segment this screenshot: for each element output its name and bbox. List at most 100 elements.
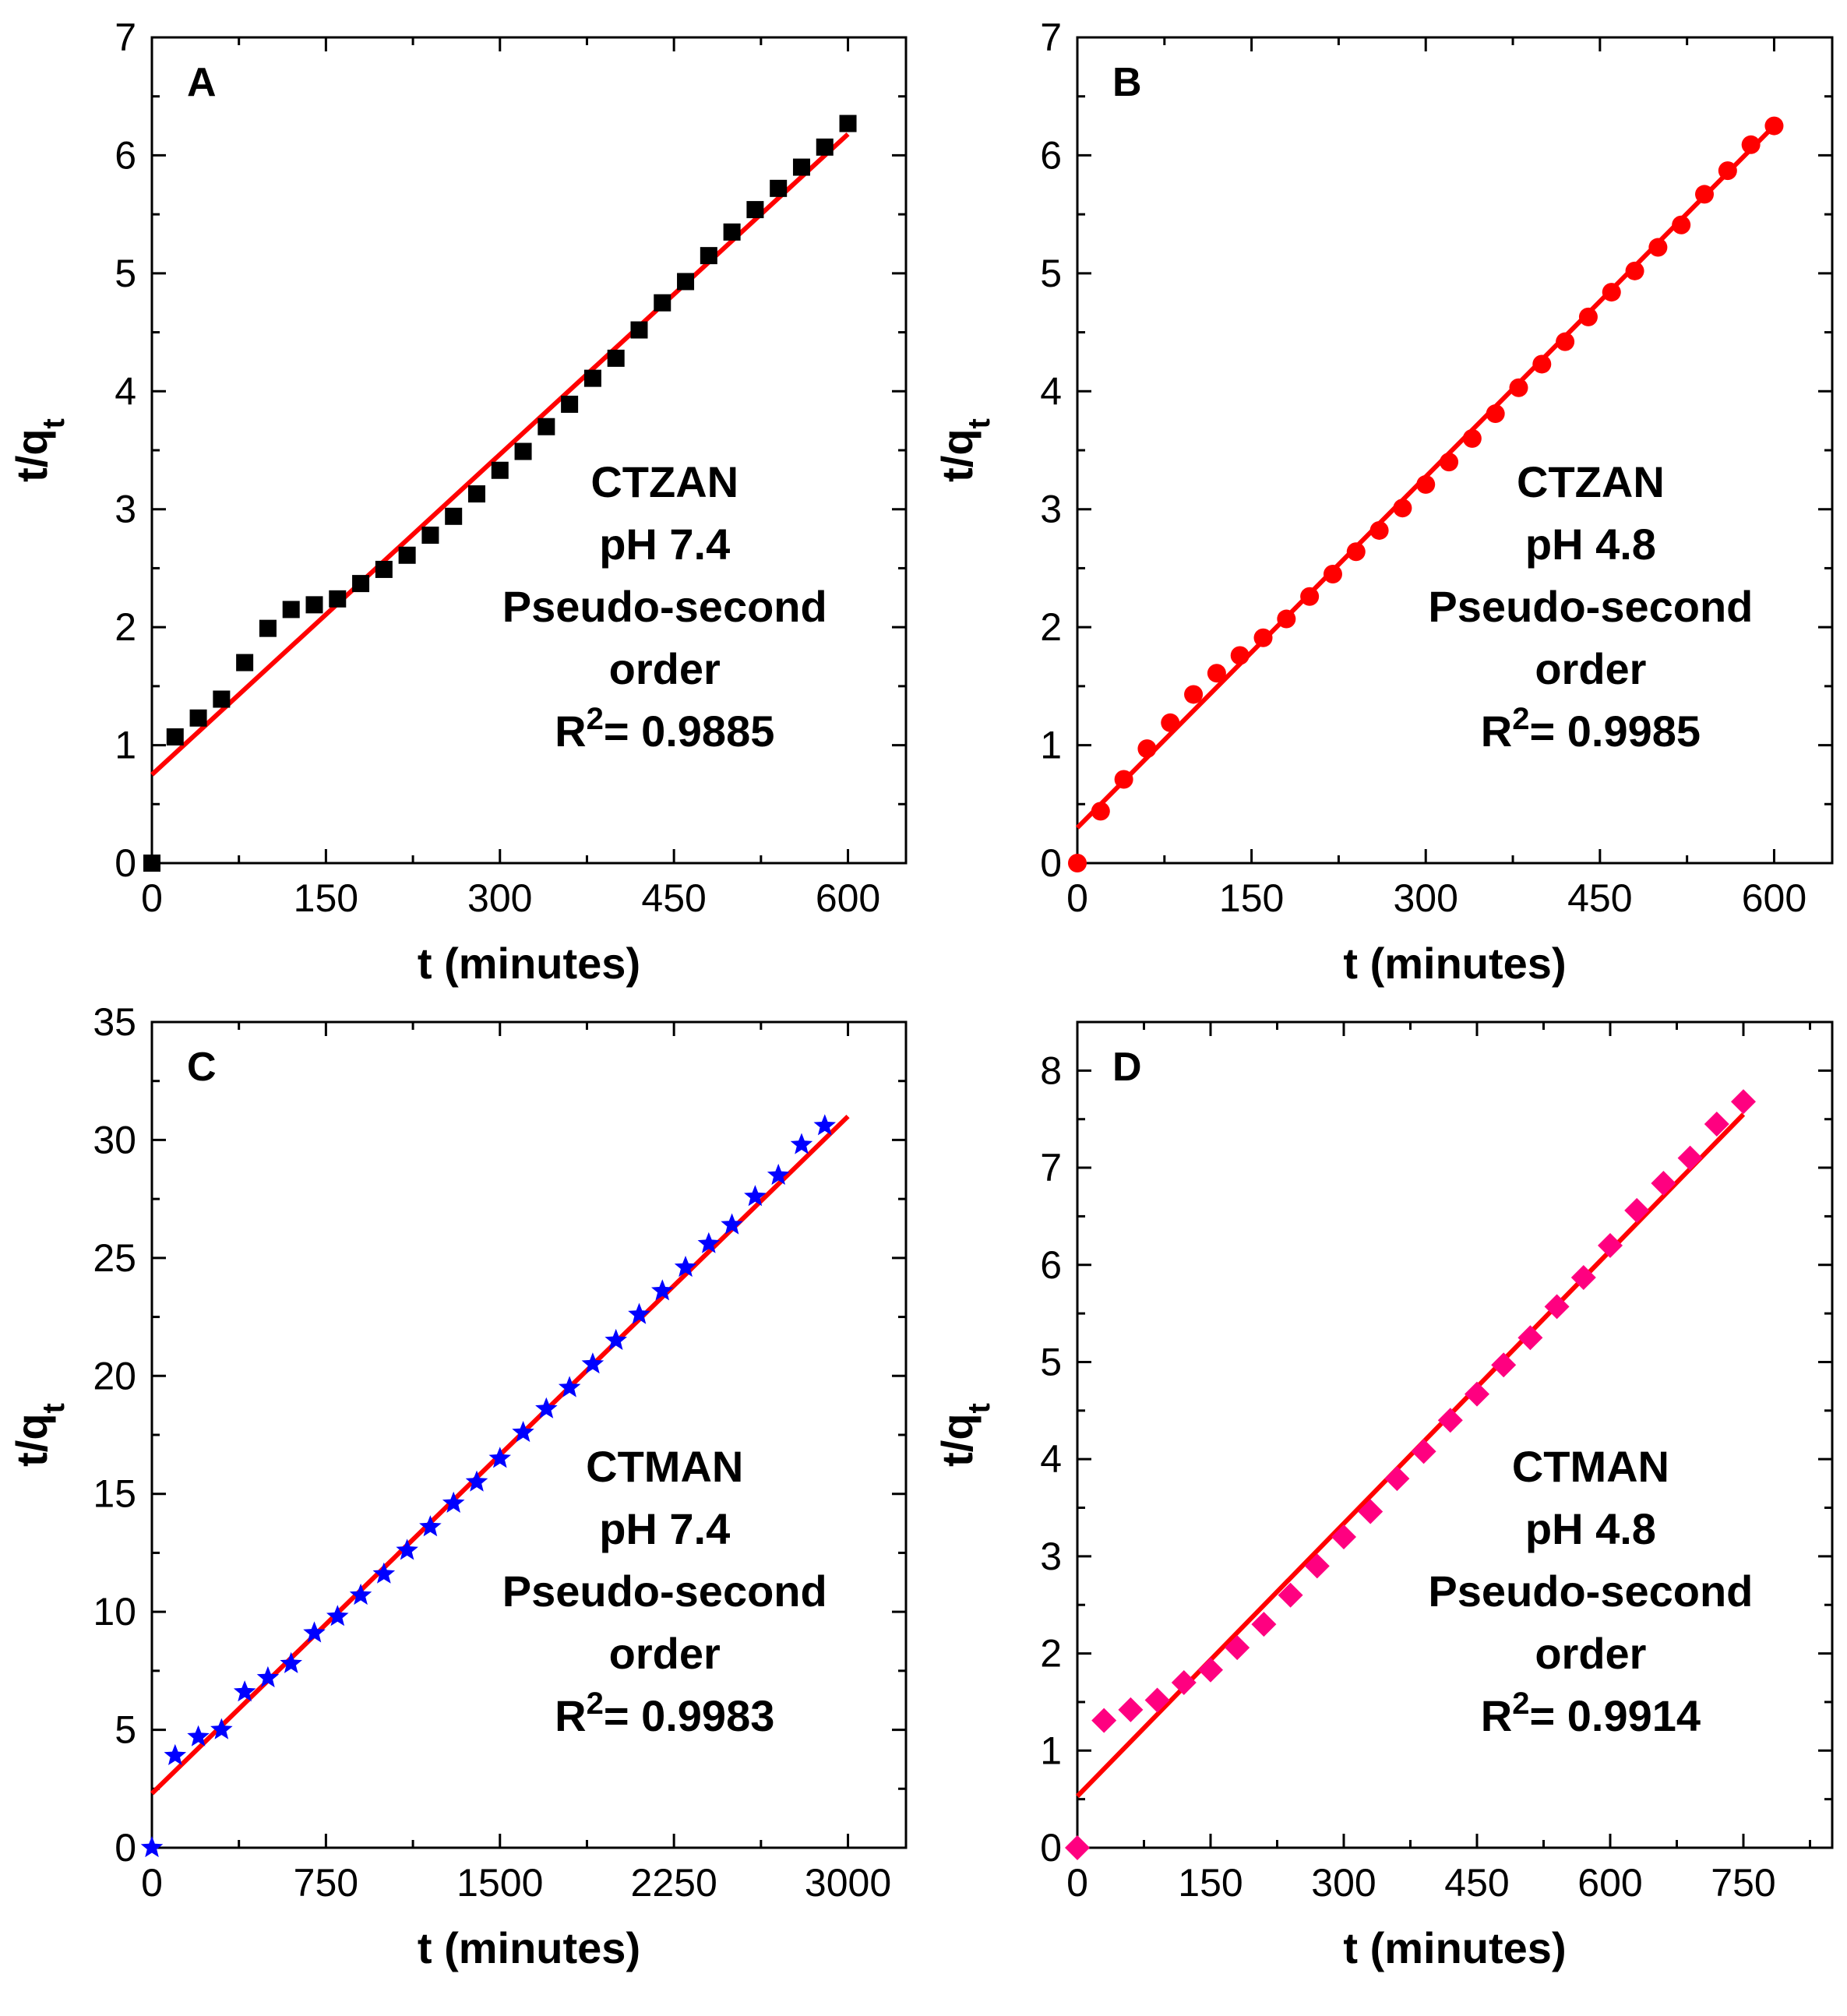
- y-tick-label: 4: [1040, 1437, 1062, 1481]
- data-point: [375, 560, 393, 578]
- y-tick-label: 0: [1040, 1826, 1062, 1870]
- chart-panel-d: 0 150 300 450 600 750 0 1 2 3 4 5 6 7 8 t (minutes) t/qt…: [932, 1020, 1834, 1972]
- data-point: [1144, 1687, 1170, 1713]
- annotation-line: R2= 0.9885: [555, 702, 774, 756]
- data-point: [280, 1651, 302, 1673]
- data-point: [187, 1725, 210, 1746]
- data-point: [630, 321, 648, 339]
- y-axis-title-main: t/q: [932, 428, 982, 481]
- data-point: [1161, 713, 1180, 732]
- y-tick-label: 4: [115, 369, 136, 413]
- data-point: [1251, 1612, 1277, 1637]
- x-axis-title: t (minutes): [418, 1923, 640, 1972]
- data-point: [467, 485, 485, 503]
- annotation-line: R2= 0.9985: [1481, 702, 1701, 756]
- data-point: [1648, 238, 1668, 257]
- annotation-line: order: [609, 644, 721, 693]
- y-tick-label: 0: [1040, 841, 1062, 885]
- x-tick-label: 300: [1311, 1861, 1376, 1905]
- y-tick-label: 2: [115, 605, 136, 649]
- data-point: [282, 601, 300, 619]
- data-point: [396, 1538, 418, 1560]
- fit-line: [150, 132, 850, 777]
- panel-letter: D: [1112, 1045, 1142, 1090]
- data-point: [628, 1302, 650, 1324]
- annotation-r-value: = 0.9914: [1529, 1691, 1701, 1740]
- data-point: [605, 1328, 627, 1350]
- x-tick-label: 450: [1444, 1861, 1509, 1905]
- y-tick-label: 6: [115, 133, 136, 177]
- data-point: [1624, 1197, 1650, 1223]
- data-point: [746, 201, 764, 219]
- data-point: [1065, 1835, 1090, 1860]
- annotation-r-value: = 0.9985: [1529, 707, 1701, 756]
- y-tick-label: 1: [1040, 1729, 1062, 1772]
- data-point: [839, 115, 857, 132]
- data-point: [512, 1421, 534, 1443]
- annotation-line: Pseudo-second: [502, 582, 827, 631]
- data-point: [1137, 739, 1157, 759]
- data-point: [1672, 215, 1691, 234]
- y-axis-title: t/qt: [932, 1403, 996, 1467]
- x-tick-label: 750: [1711, 1861, 1775, 1905]
- data-point: [1517, 1325, 1543, 1351]
- data-point: [651, 1279, 674, 1301]
- data-point: [488, 1447, 511, 1468]
- data-point: [514, 442, 532, 460]
- data-point: [1625, 261, 1644, 280]
- data-point: [189, 709, 207, 727]
- data-point: [1184, 685, 1204, 704]
- data-point: [213, 690, 231, 708]
- data-point: [538, 418, 555, 435]
- data-point: [1731, 1089, 1756, 1115]
- x-tick-label: 0: [141, 1861, 163, 1905]
- y-tick-label: 5: [115, 252, 136, 295]
- annotation-line: CTZAN: [1517, 457, 1665, 506]
- data-point: [1651, 1171, 1676, 1197]
- y-axis-title-subscript: t: [37, 1403, 71, 1413]
- data-point: [1491, 1352, 1517, 1378]
- data-point: [303, 1621, 326, 1643]
- data-point: [790, 1133, 813, 1154]
- annotation-r: R: [1481, 1691, 1512, 1740]
- annotation-r-exponent: 2: [587, 702, 604, 736]
- x-tick-label: 600: [1577, 1861, 1642, 1905]
- data-point: [1440, 453, 1459, 472]
- annotation-r-value: = 0.9983: [604, 1691, 775, 1740]
- data-point: [1225, 1635, 1250, 1661]
- data-point: [236, 654, 254, 671]
- y-tick-label: 5: [1040, 1340, 1062, 1383]
- data-point: [1578, 307, 1598, 326]
- y-tick-label: 7: [115, 16, 136, 59]
- data-point: [1437, 1408, 1463, 1433]
- annotation-line: Pseudo-second: [502, 1567, 827, 1616]
- y-tick-label: 3: [1040, 488, 1062, 531]
- data-point: [421, 527, 439, 545]
- data-point: [1598, 1232, 1623, 1258]
- data-point: [1570, 1264, 1596, 1290]
- annotation-line: pH 7.4: [599, 520, 730, 569]
- y-axis-title: t/qt: [932, 418, 996, 482]
- x-tick-label: 150: [1178, 1861, 1242, 1905]
- data-point: [1384, 1466, 1410, 1492]
- y-axis-title-subscript: t: [37, 418, 71, 428]
- data-point: [1278, 1582, 1303, 1608]
- y-tick-label: 5: [1040, 252, 1062, 295]
- annotation-line: Pseudo-second: [1428, 582, 1753, 631]
- x-tick-label: 0: [1066, 1861, 1088, 1905]
- data-point: [535, 1397, 558, 1419]
- x-tick-label: 2250: [631, 1861, 717, 1905]
- data-point: [607, 349, 625, 367]
- data-point: [1741, 135, 1761, 154]
- annotation-line: Pseudo-second: [1428, 1567, 1753, 1616]
- y-tick-label: 20: [93, 1354, 136, 1397]
- y-tick-label: 0: [115, 841, 136, 885]
- annotation-line: order: [1535, 644, 1646, 693]
- annotation-r: R: [1481, 707, 1512, 756]
- x-tick-label: 150: [1219, 876, 1284, 920]
- data-point: [723, 223, 741, 241]
- chart-panel-b: 0 150 300 450 600 0 1 2 3 4 5 6 7 t (minutes) t/qt B CTZ…: [932, 16, 1834, 988]
- data-point: [1331, 1524, 1356, 1549]
- data-point: [1171, 1670, 1197, 1695]
- data-point: [1393, 499, 1412, 518]
